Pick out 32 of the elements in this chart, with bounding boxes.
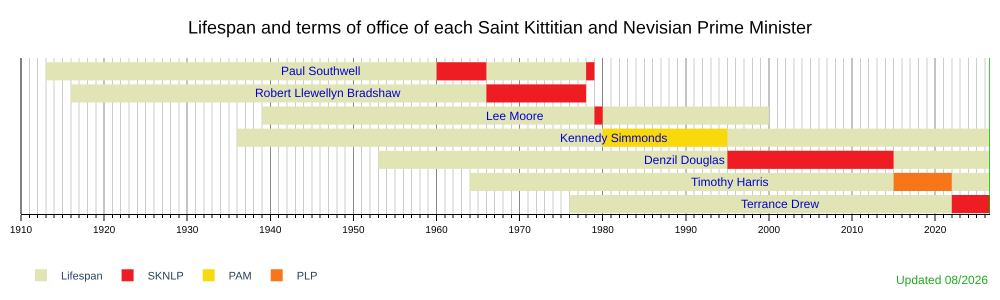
y-tick-label: Timothy Harris [691,175,769,189]
x-tick-label: 2010 [840,225,864,236]
legend-label: PAM [228,270,252,283]
bar [727,150,894,169]
y-tick-label: Paul Southwell [281,64,360,78]
x-tick-label: 2000 [758,225,780,236]
bar [894,172,952,191]
x-tick-label: 1990 [674,225,698,236]
bar [952,194,990,214]
y-tick-label: Denzil Douglas [644,153,725,167]
legend-label: Lifespan [61,270,103,283]
x-tick-label: 1910 [10,225,33,236]
bar [486,84,586,102]
legend-label: PLP [296,270,318,283]
x-tick-label: 1940 [259,225,282,236]
x-tick-label: 1970 [508,225,532,236]
x-tick-label: 1960 [425,225,448,236]
text: Updated 08/2026 [896,273,988,287]
legend-label: SKNLP [148,270,184,283]
x-tick-label: 1980 [592,225,614,236]
x-tick-label: 2020 [924,225,947,236]
bar [586,62,594,80]
bar [594,106,603,125]
y-tick-label: Lee Moore [486,109,544,123]
bar [436,62,486,80]
x-tick-label: 1930 [176,225,199,236]
x-tick-label: 1950 [342,225,365,236]
y-tick-label: Terrance Drew [741,197,820,211]
y-tick-label: Robert Llewellyn Bradshaw [255,86,401,100]
chart-title: Lifespan and terms of office of each Saint Kittitian and Nevisian Prime Minister [188,18,812,38]
bar [262,106,769,125]
x-tick-label: 1920 [92,225,116,236]
